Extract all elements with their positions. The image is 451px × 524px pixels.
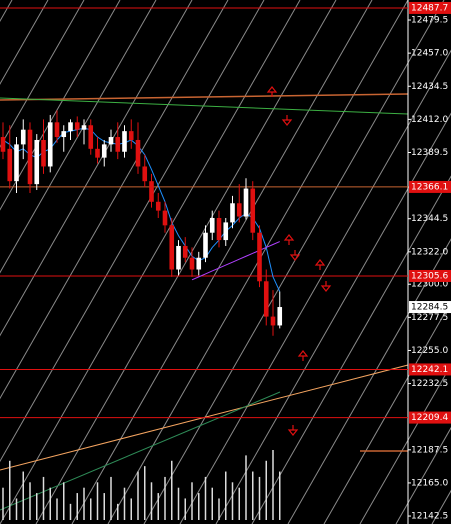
y-tick-label: 12434.5 (411, 82, 448, 92)
y-tick-label: 12142.5 (411, 512, 448, 522)
diagonal-line (0, 0, 265, 463)
candle-body (270, 316, 276, 326)
diagonal-line (0, 0, 121, 211)
candle-body (128, 131, 134, 140)
candle-body (162, 210, 168, 226)
diagonal-line (0, 0, 301, 524)
candle-body (243, 188, 249, 217)
price-level-label: 12366.1 (411, 182, 448, 192)
diagonal-line (287, 238, 451, 524)
candle-body (189, 257, 195, 270)
y-tick-label: 12187.5 (411, 445, 448, 455)
price-level-label: 12487.7 (411, 3, 448, 13)
y-tick-label: 12412.0 (411, 115, 448, 125)
candle-body (149, 181, 154, 202)
last-price-label: 12284.5 (411, 303, 448, 313)
candle-body (176, 245, 181, 270)
candle-body (250, 188, 256, 233)
diagonal-line (35, 0, 337, 524)
price-level-tag (409, 180, 451, 193)
candle-body (216, 217, 222, 241)
trend-line (0, 97, 409, 115)
candle-body (74, 122, 80, 130)
candle-body (47, 122, 53, 167)
price-level-label: 12242.1 (411, 365, 448, 375)
price-level-tag (409, 269, 451, 282)
candle-body (0, 137, 6, 152)
diagonal-line (0, 0, 229, 400)
candle-body (20, 129, 26, 145)
candle-body (122, 131, 127, 152)
diagonal-line (215, 112, 451, 524)
signal-arrow (297, 350, 309, 361)
candle-body (7, 148, 13, 182)
candle-body (236, 203, 242, 217)
signal-arrow (281, 115, 293, 126)
last-price-tag (409, 301, 451, 314)
diagonal-line (143, 0, 445, 524)
y-tick-label: 12389.5 (411, 148, 448, 158)
y-tick-label: 12322.0 (411, 247, 448, 257)
candle-body (135, 139, 141, 167)
signal-arrow (283, 234, 295, 245)
y-tick-label: 12232.5 (411, 379, 448, 389)
candle-body (34, 139, 40, 185)
candle-body (61, 131, 67, 138)
candle-body (101, 144, 107, 158)
candle-body (14, 144, 19, 182)
signal-arrow (266, 86, 278, 97)
candle-body (257, 232, 262, 282)
diagonal-line (323, 301, 451, 524)
candle-body (263, 281, 269, 317)
candle-body (115, 137, 121, 152)
price-level-tag (409, 1, 451, 14)
diagonal-line (0, 0, 193, 337)
trend-line (0, 93, 409, 101)
candle-body (230, 203, 235, 223)
signal-arrow (314, 259, 326, 270)
candle-body (182, 245, 188, 258)
candle-body (196, 257, 202, 270)
diagonal-line (251, 175, 451, 524)
candle-body (169, 225, 175, 270)
price-level-tag (409, 411, 451, 424)
price-level-tag (409, 363, 451, 376)
candle-body (209, 217, 215, 233)
y-tick-label: 12479.5 (411, 16, 448, 26)
diagonal-line (0, 0, 157, 274)
candle-body (54, 122, 60, 138)
candle-body (203, 232, 208, 258)
diagonal-line (395, 426, 451, 524)
y-tick-label: 12457.0 (411, 49, 448, 59)
y-tick-label: 12255.0 (411, 346, 448, 356)
trend-line (0, 391, 281, 511)
diagonal-line (0, 0, 85, 148)
candle-body (27, 129, 33, 185)
diagonal-line (359, 364, 451, 524)
diagonal-line (71, 0, 373, 524)
candle-body (88, 125, 94, 149)
candle-body (277, 307, 283, 326)
price-level-label: 12305.6 (411, 271, 448, 281)
y-tick-label: 12277.5 (411, 313, 448, 323)
y-tick-label: 12344.5 (411, 214, 448, 224)
diagonal-line (179, 49, 451, 524)
candle-body (68, 122, 73, 132)
candle-body (142, 166, 148, 182)
signal-arrow (289, 250, 301, 261)
y-tick-label: 12165.0 (411, 478, 448, 488)
signal-arrow (287, 425, 299, 436)
candle-body (81, 125, 87, 130)
price-level-label: 12209.4 (411, 413, 448, 423)
candle-body (108, 137, 114, 145)
candle-body (41, 139, 46, 167)
candle-body (223, 222, 229, 241)
moving-average (191, 241, 280, 281)
y-tick-label: 12300.0 (411, 280, 448, 290)
signal-arrow (320, 281, 332, 292)
candle-body (155, 201, 161, 211)
candle-body (95, 148, 100, 158)
